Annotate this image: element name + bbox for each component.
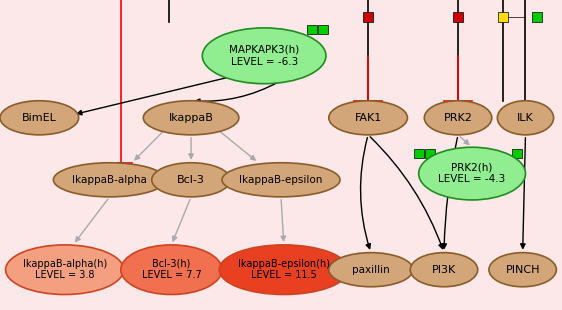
Text: Bcl-3(h)
LEVEL = 7.7: Bcl-3(h) LEVEL = 7.7	[142, 259, 201, 281]
Text: PI3K: PI3K	[432, 265, 456, 275]
Bar	[307, 25, 317, 34]
Bar	[318, 25, 328, 34]
Ellipse shape	[497, 101, 554, 135]
Bar	[363, 12, 373, 22]
Bar	[425, 149, 435, 158]
Ellipse shape	[222, 163, 340, 197]
Ellipse shape	[419, 147, 525, 200]
Text: Bcl-3: Bcl-3	[177, 175, 205, 185]
Text: IkappaB: IkappaB	[169, 113, 214, 123]
Text: PRK2: PRK2	[443, 113, 473, 123]
Text: IkappaB-alpha(h)
LEVEL = 3.8: IkappaB-alpha(h) LEVEL = 3.8	[22, 259, 107, 281]
Ellipse shape	[219, 245, 348, 294]
Text: FAK1: FAK1	[355, 113, 382, 123]
Ellipse shape	[329, 101, 407, 135]
Ellipse shape	[329, 253, 413, 287]
Ellipse shape	[489, 253, 556, 287]
Text: PINCH: PINCH	[505, 265, 540, 275]
Text: IkappaB-epsilon(h)
LEVEL = 11.5: IkappaB-epsilon(h) LEVEL = 11.5	[238, 259, 330, 281]
Bar	[512, 149, 522, 158]
Ellipse shape	[53, 163, 166, 197]
Ellipse shape	[410, 253, 478, 287]
Ellipse shape	[143, 101, 239, 135]
Bar	[414, 149, 424, 158]
Text: paxillin: paxillin	[352, 265, 390, 275]
Ellipse shape	[0, 101, 79, 135]
Text: PRK2(h)
LEVEL = -4.3: PRK2(h) LEVEL = -4.3	[438, 163, 506, 184]
Text: ILK: ILK	[517, 113, 534, 123]
Text: MAPKAPK3(h)
LEVEL = -6.3: MAPKAPK3(h) LEVEL = -6.3	[229, 45, 299, 67]
Ellipse shape	[121, 245, 222, 294]
Ellipse shape	[6, 245, 124, 294]
Text: IkappaB-alpha: IkappaB-alpha	[72, 175, 147, 185]
Bar	[453, 12, 463, 22]
Bar	[498, 12, 508, 22]
Ellipse shape	[424, 101, 492, 135]
Text: IkappaB-epsilon: IkappaB-epsilon	[239, 175, 323, 185]
Ellipse shape	[202, 28, 326, 84]
Ellipse shape	[152, 163, 230, 197]
Bar	[532, 12, 542, 22]
Text: BimEL: BimEL	[22, 113, 57, 123]
